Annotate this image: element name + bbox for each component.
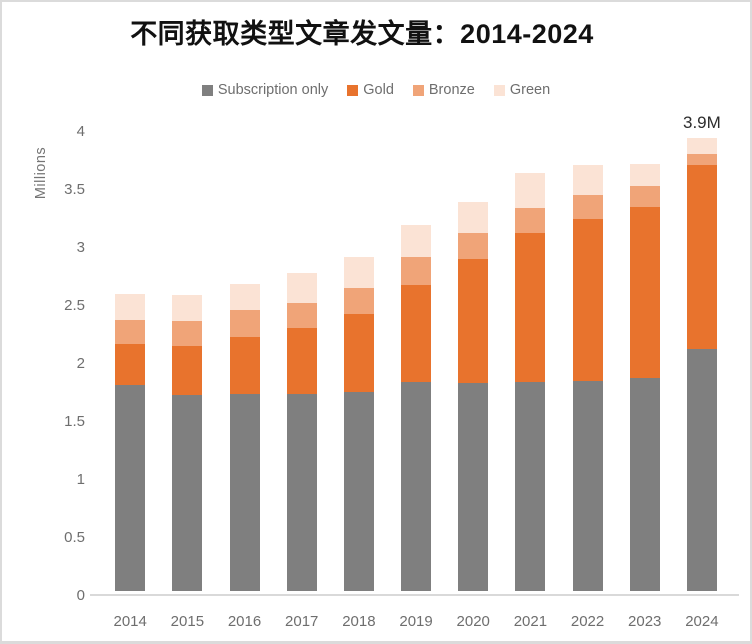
bar-segment-bronze xyxy=(115,319,146,344)
legend-swatch-icon xyxy=(493,84,505,96)
x-axis-tick-label: 2024 xyxy=(685,613,719,630)
x-axis-tick-label: 2018 xyxy=(342,613,376,630)
bar-segment-green xyxy=(458,202,489,233)
x-axis-tick-label: 2019 xyxy=(399,613,433,630)
bar-segment-bronze xyxy=(686,153,717,166)
bar-segment-gold xyxy=(172,346,203,395)
y-axis-tick-label: 3 xyxy=(76,239,85,256)
legend-label: Bronze xyxy=(428,82,475,98)
bar-segment-bronze xyxy=(572,195,603,219)
stacked-bar-2018 xyxy=(343,257,374,591)
stacked-bar-2024 xyxy=(686,137,717,591)
legend-swatch-icon xyxy=(347,84,359,96)
stacked-bar-2021 xyxy=(515,173,546,591)
bar-segment-subscription-only xyxy=(686,348,717,591)
bar-segment-green xyxy=(629,164,660,187)
x-axis-tick-label: 2017 xyxy=(285,613,319,630)
legend-swatch-icon xyxy=(201,84,213,96)
bar-segment-green xyxy=(229,283,260,311)
bar-segment-bronze xyxy=(343,288,374,314)
bar-segment-gold xyxy=(458,259,489,384)
y-axis-tick-label: 0.5 xyxy=(64,529,85,546)
bar-segment-gold xyxy=(343,313,374,392)
bar-segment-subscription-only xyxy=(286,393,317,591)
bar-segment-gold xyxy=(401,284,432,383)
legend-label: Gold xyxy=(363,82,394,98)
bar-segment-subscription-only xyxy=(629,377,660,591)
stacked-bar-2014 xyxy=(115,294,146,591)
bar-segment-subscription-only xyxy=(515,382,546,591)
bar-segment-green xyxy=(686,137,717,154)
x-axis-tick-label: 2016 xyxy=(227,613,262,630)
legend-item-bronze: Bronze xyxy=(412,82,475,98)
data-label-annotation: 3.9M xyxy=(682,113,721,133)
y-axis-tick-label: 3.5 xyxy=(64,181,85,198)
y-axis-tick-label: 1.5 xyxy=(64,413,85,430)
bar-segment-green xyxy=(286,273,317,304)
stacked-bar-2022 xyxy=(572,165,603,591)
bar-segment-green xyxy=(172,295,203,321)
legend-swatch-icon xyxy=(412,84,424,96)
bar-segment-subscription-only xyxy=(401,382,432,591)
bar-segment-bronze xyxy=(286,303,317,328)
x-axis-tick-label: 2021 xyxy=(513,613,548,630)
bar-segment-subscription-only xyxy=(572,381,603,591)
x-axis-line xyxy=(90,594,739,596)
bar-segment-bronze xyxy=(629,186,660,208)
legend: Subscription only Gold Bronze Green xyxy=(2,82,750,98)
x-axis-tick-label: 2014 xyxy=(113,613,147,630)
x-axis-tick-label: 2015 xyxy=(170,613,205,630)
bar-segment-gold xyxy=(115,343,146,385)
bar-segment-subscription-only xyxy=(343,391,374,591)
y-axis-tick-label: 4 xyxy=(76,123,85,140)
y-axis-tick-label: 0 xyxy=(76,587,85,604)
legend-label: Green xyxy=(509,82,551,98)
bar-segment-gold xyxy=(686,165,717,349)
bar-segment-subscription-only xyxy=(458,383,489,591)
stacked-bar-2017 xyxy=(286,273,317,591)
y-axis-tick-label: 1 xyxy=(76,471,85,488)
bar-segment-gold xyxy=(572,218,603,381)
x-axis-tick-label: 2022 xyxy=(570,613,605,630)
bar-segment-green xyxy=(572,165,603,196)
bar-segment-subscription-only xyxy=(172,395,203,591)
legend-item-green: Green xyxy=(493,82,551,98)
legend-label: Subscription only xyxy=(217,82,329,98)
bar-segment-green xyxy=(343,257,374,289)
bar-segment-subscription-only xyxy=(115,384,146,591)
bar-segment-gold xyxy=(629,207,660,378)
bar-segment-gold xyxy=(229,337,260,394)
y-axis-tick-label: 2 xyxy=(76,355,85,372)
stacked-bar-2023 xyxy=(629,164,660,591)
stacked-bar-2019 xyxy=(401,224,432,591)
bar-segment-gold xyxy=(515,232,546,383)
bar-segment-bronze xyxy=(229,310,260,338)
bar-segment-green xyxy=(515,173,546,209)
bar-segment-green xyxy=(401,224,432,258)
bar-segment-bronze xyxy=(515,208,546,233)
legend-item-subscription-only: Subscription only xyxy=(201,82,329,98)
bar-segment-bronze xyxy=(401,257,432,285)
bar-segment-subscription-only xyxy=(229,393,260,591)
bar-segment-bronze xyxy=(458,232,489,260)
stacked-bar-2016 xyxy=(229,283,260,591)
legend-item-gold: Gold xyxy=(347,82,394,98)
bar-segment-gold xyxy=(286,327,317,394)
chart-title: 不同获取类型文章发文量：2014-2024 xyxy=(130,19,594,49)
stacked-bar-2015 xyxy=(172,295,203,591)
x-axis-tick-label: 2020 xyxy=(456,613,490,630)
stacked-bar-2020 xyxy=(458,202,489,591)
y-axis-tick-label: 2.5 xyxy=(64,297,85,314)
x-axis-tick-label: 2023 xyxy=(628,613,662,630)
bar-segment-green xyxy=(115,294,146,320)
bar-segment-bronze xyxy=(172,320,203,347)
